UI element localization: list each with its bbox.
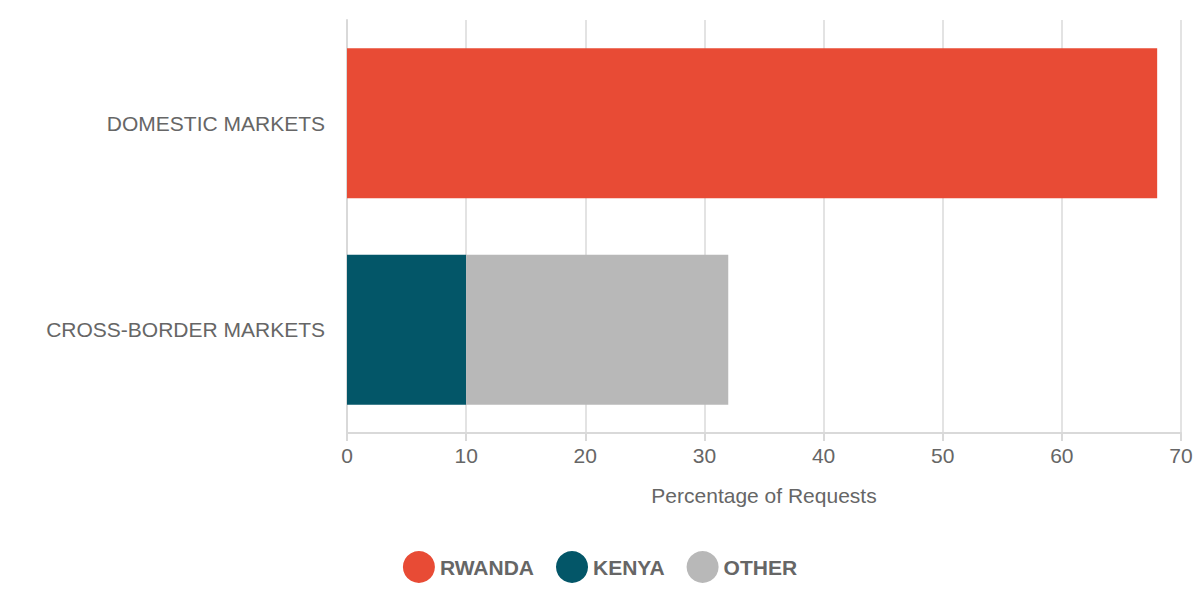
svg-text:10: 10	[454, 444, 477, 467]
svg-text:60: 60	[1050, 444, 1073, 467]
svg-text:40: 40	[812, 444, 835, 467]
svg-text:OTHER: OTHER	[724, 556, 798, 579]
svg-text:30: 30	[693, 444, 716, 467]
svg-text:CROSS-BORDER MARKETS: CROSS-BORDER MARKETS	[46, 318, 325, 341]
svg-text:DOMESTIC MARKETS: DOMESTIC MARKETS	[107, 112, 325, 135]
svg-text:20: 20	[574, 444, 597, 467]
svg-text:70: 70	[1169, 444, 1192, 467]
svg-text:0: 0	[341, 444, 353, 467]
svg-text:Percentage of Requests: Percentage of Requests	[651, 484, 876, 507]
svg-text:50: 50	[931, 444, 954, 467]
svg-text:RWANDA: RWANDA	[440, 556, 534, 579]
svg-text:KENYA: KENYA	[593, 556, 665, 579]
